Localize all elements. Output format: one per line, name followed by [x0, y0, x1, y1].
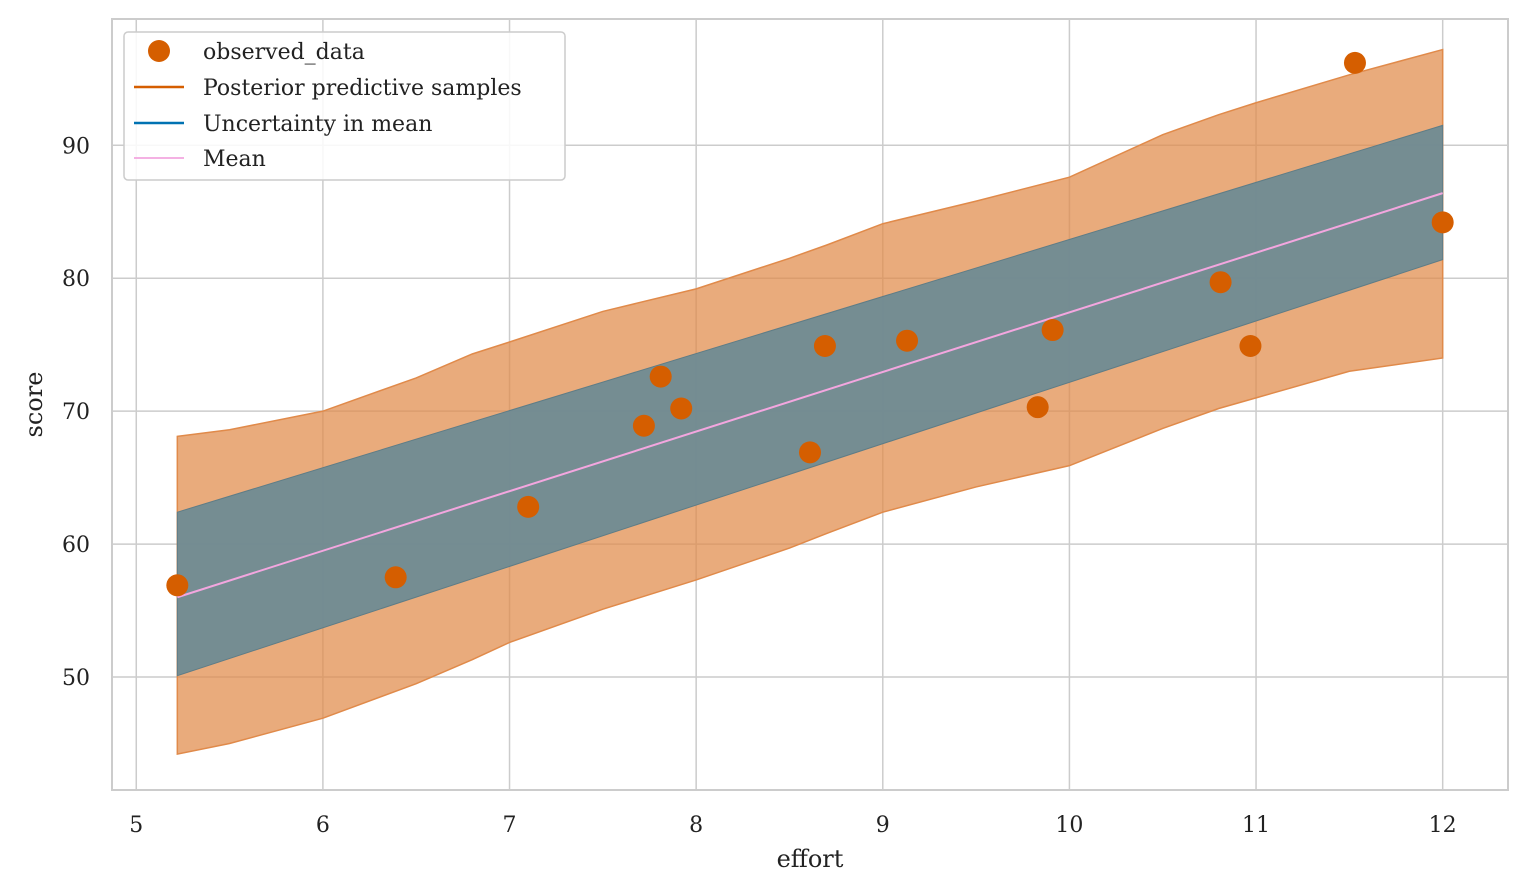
y-tick-labels: 50 60 70 80 90: [62, 134, 90, 691]
legend-marker-observed: [148, 40, 170, 62]
y-tick-label: 80: [62, 267, 90, 292]
x-axis-label: effort: [777, 845, 844, 873]
observed-point: [517, 495, 540, 518]
y-tick-label: 90: [62, 134, 90, 159]
x-tick-label: 12: [1429, 813, 1457, 838]
x-tick-label: 9: [876, 813, 890, 838]
mean-line-layer: [177, 192, 1443, 599]
y-tick-label: 60: [62, 533, 90, 558]
y-axis-label: score: [20, 372, 48, 438]
x-tick-label: 10: [1055, 813, 1083, 838]
observed-point: [813, 335, 836, 358]
x-tick-label: 8: [689, 813, 703, 838]
x-tick-label: 6: [316, 813, 330, 838]
y-tick-label: 50: [62, 666, 90, 691]
observed-point: [896, 329, 919, 352]
observed-point: [1209, 271, 1232, 294]
observed-point: [670, 397, 693, 420]
legend-label-posterior: Posterior predictive samples: [203, 76, 522, 101]
observed-point: [649, 365, 672, 388]
observed-point: [1026, 396, 1049, 419]
legend-box: [123, 31, 566, 181]
mean-line: [177, 192, 1443, 599]
x-tick-label: 7: [503, 813, 517, 838]
legend-label-observed: observed_data: [203, 40, 365, 65]
legend-label-mean: Mean: [203, 147, 266, 172]
x-tick-labels: 5 6 7 8 9 10 11 12: [129, 813, 1456, 838]
x-tick-label: 5: [129, 813, 143, 838]
observed-point: [799, 441, 821, 464]
observed-points: [166, 51, 1454, 597]
observed-point: [1431, 211, 1454, 234]
observed-point: [1343, 51, 1366, 74]
y-tick-label: 70: [62, 400, 90, 425]
observed-point: [384, 566, 407, 589]
legend-label-uncertainty: Uncertainty in mean: [203, 112, 432, 137]
plot-frame: [111, 18, 1509, 791]
bands: [176, 48, 1444, 756]
observed-point: [1239, 335, 1262, 358]
legend: observed_data Posterior predictive sampl…: [123, 31, 566, 181]
observed-point: [166, 574, 189, 597]
observed-point: [1041, 319, 1064, 342]
x-tick-label: 11: [1242, 813, 1270, 838]
mean-uncertainty-band: [176, 124, 1444, 677]
observed-point: [632, 414, 655, 437]
